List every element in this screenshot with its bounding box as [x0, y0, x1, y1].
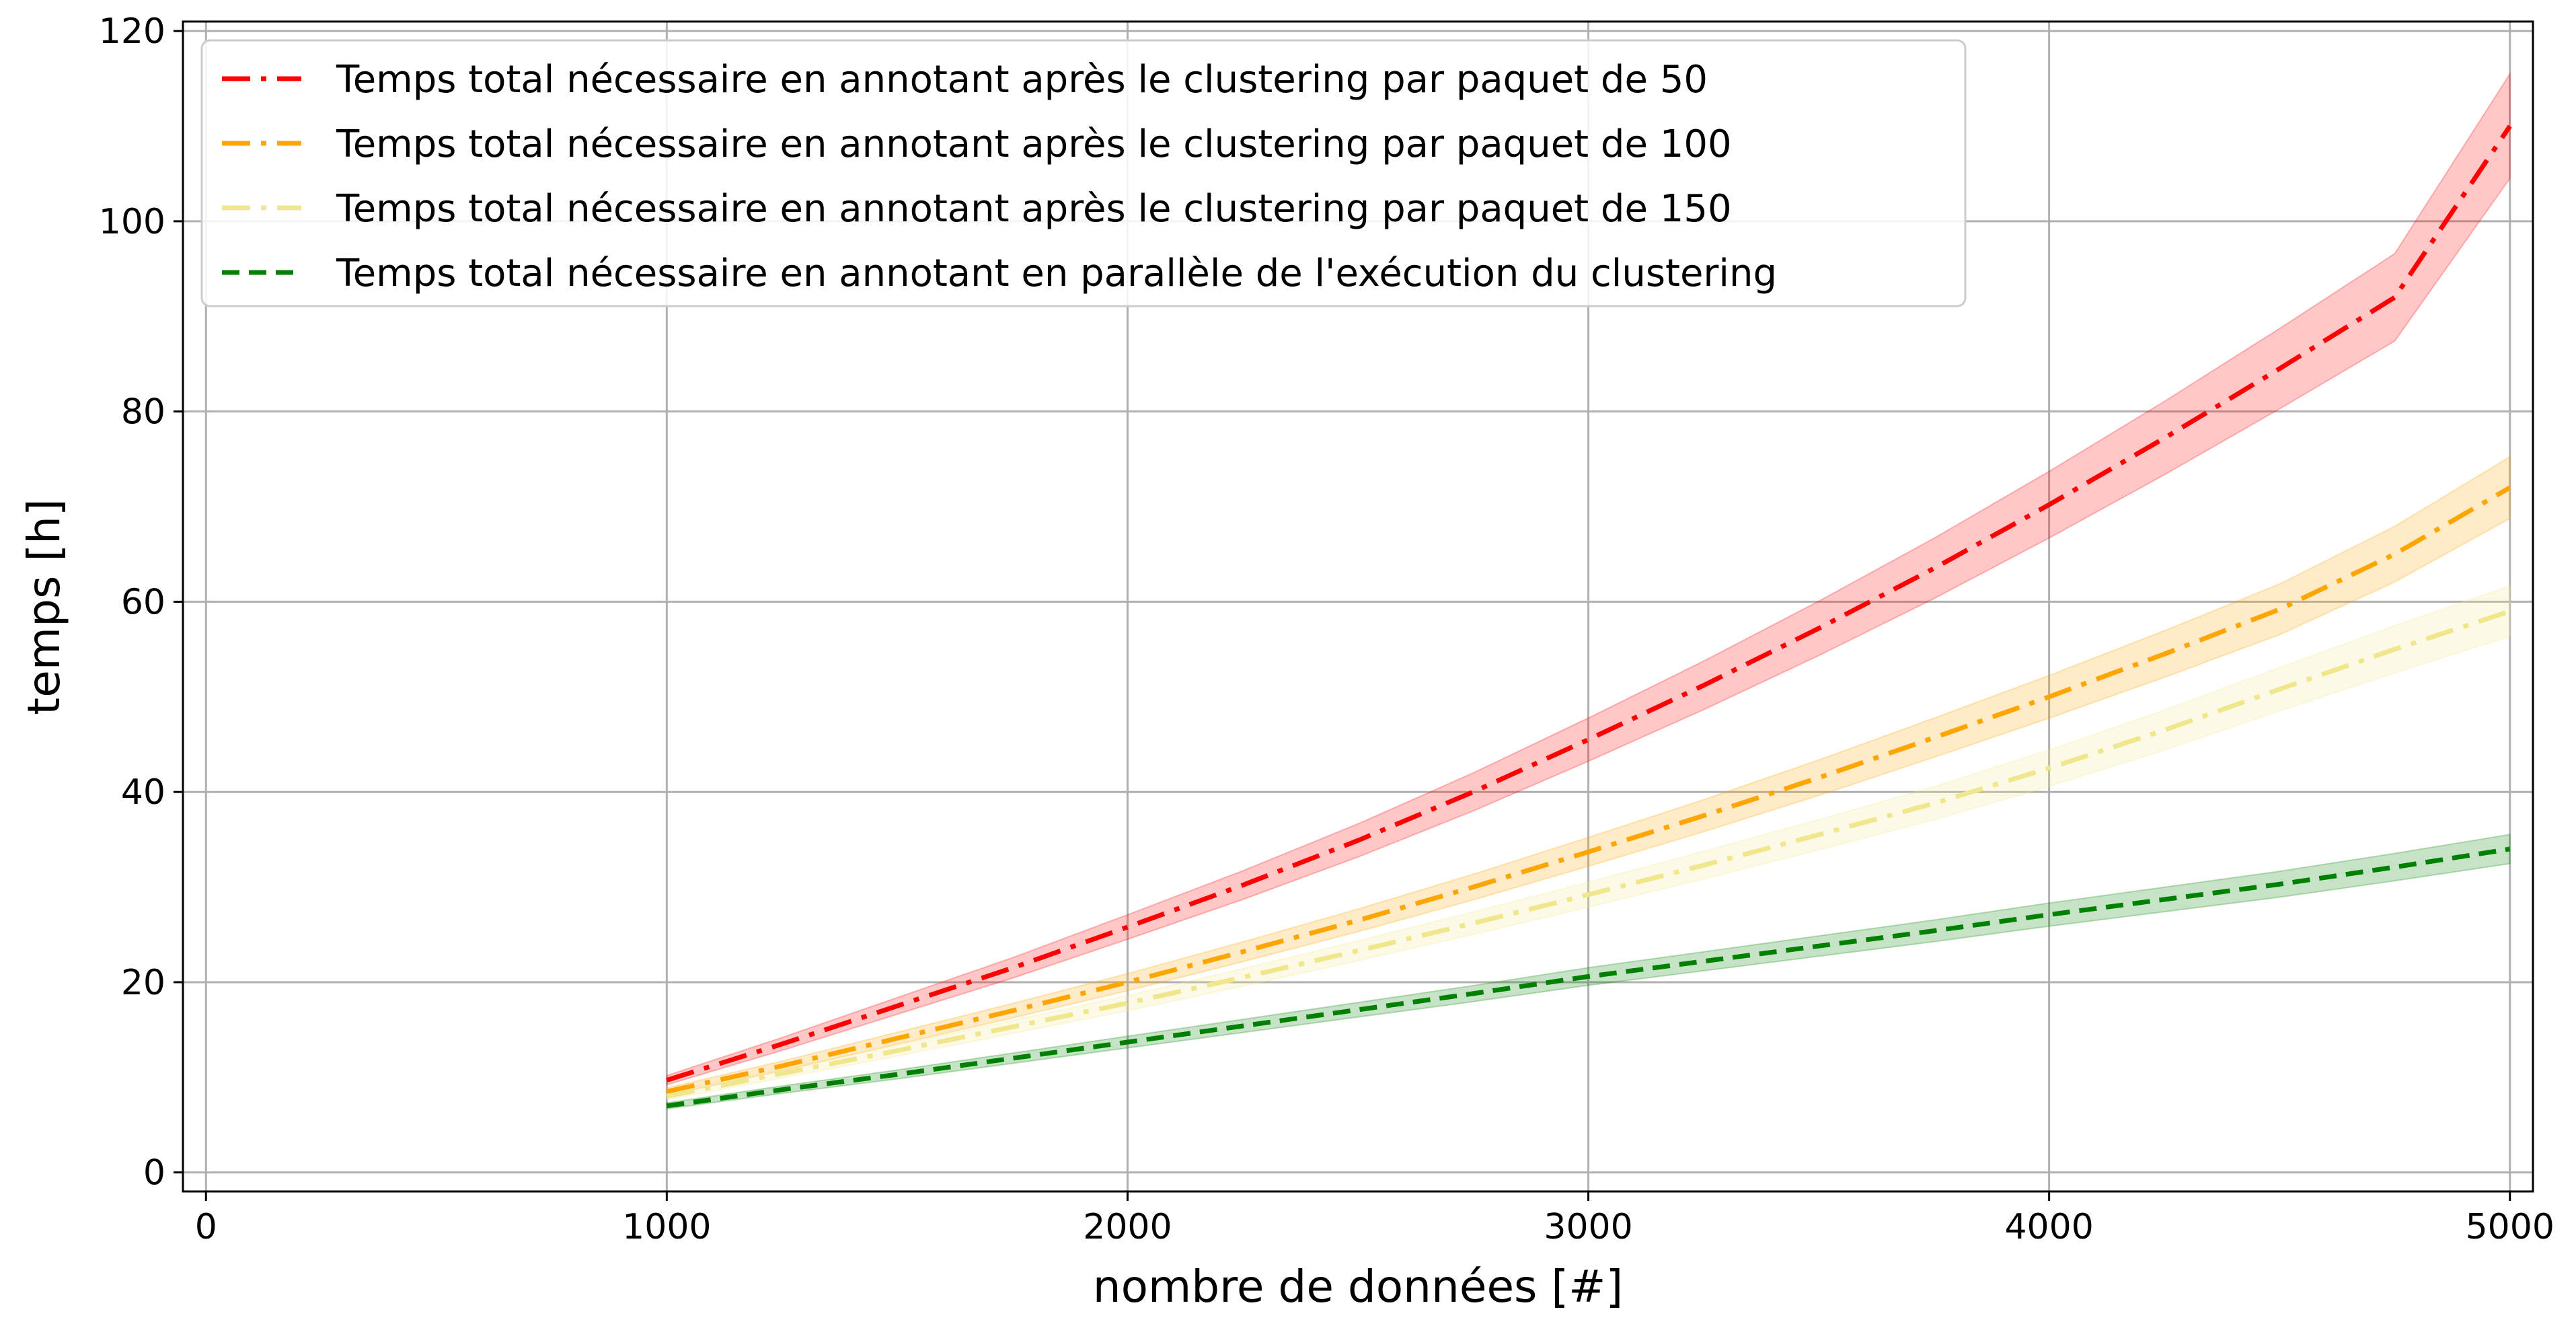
y-axis-label: temps [h] — [18, 499, 70, 714]
legend-label-2: Temps total nécessaire en annotant après… — [336, 187, 1732, 231]
legend-label-0: Temps total nécessaire en annotant après… — [336, 58, 1708, 102]
x-tick-label: 1000 — [622, 1207, 711, 1247]
x-axis-label: nombre de données [#] — [1093, 1261, 1623, 1313]
series-line-1 — [666, 485, 2511, 1094]
series-line-3 — [666, 846, 2511, 1109]
series-band-1 — [666, 455, 2511, 1097]
y-tick-label: 40 — [121, 772, 165, 813]
x-tick-label: 2000 — [1083, 1207, 1172, 1247]
legend-box — [200, 39, 1967, 307]
series-band-2 — [666, 585, 2511, 1101]
y-tick-label: 0 — [143, 1153, 165, 1193]
series-line-2 — [666, 609, 2511, 1099]
series-lines — [666, 124, 2512, 1109]
series-line-0 — [666, 124, 2512, 1082]
x-tick-label: 4000 — [2004, 1207, 2093, 1247]
y-tick-label: 80 — [121, 392, 165, 433]
axis-ticks: 0 1000 2000 3000 4000 5000 0 20 40 60 80 100 120 — [99, 11, 2554, 1247]
x-tick-label: 0 — [195, 1207, 217, 1247]
legend-label-3: Temps total nécessaire en annotant en pa… — [336, 252, 1777, 295]
legend-label-1: Temps total nécessaire en annotant après… — [336, 122, 1732, 166]
plot-frame — [182, 20, 2534, 1193]
x-tick-label: 3000 — [1544, 1207, 1632, 1247]
y-tick-label: 20 — [121, 963, 165, 1003]
y-tick-label: 120 — [99, 11, 165, 52]
x-tick-label: 5000 — [2466, 1207, 2554, 1247]
series-band-0 — [666, 71, 2511, 1086]
legend: Temps total nécessaire en annotant après… — [200, 39, 1967, 307]
y-tick-label: 100 — [99, 202, 165, 242]
y-tick-label: 60 — [121, 582, 165, 622]
